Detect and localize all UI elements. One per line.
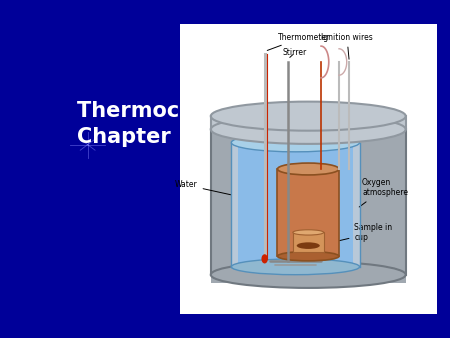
Bar xyxy=(293,233,324,252)
Bar xyxy=(278,169,339,256)
Text: Oxygen
atmosphere: Oxygen atmosphere xyxy=(359,178,408,207)
Ellipse shape xyxy=(231,259,360,275)
Text: Thermochemistry Unit
Chapter 17: Thermochemistry Unit Chapter 17 xyxy=(77,101,340,147)
Ellipse shape xyxy=(211,262,406,288)
Ellipse shape xyxy=(297,242,320,249)
Text: Water: Water xyxy=(175,180,231,195)
Ellipse shape xyxy=(261,254,268,264)
Ellipse shape xyxy=(293,230,324,235)
Bar xyxy=(353,143,360,267)
Bar xyxy=(211,116,406,129)
Bar xyxy=(211,129,406,283)
Bar xyxy=(231,143,238,267)
Ellipse shape xyxy=(278,163,339,175)
Text: Sample in
cup: Sample in cup xyxy=(326,223,392,244)
Ellipse shape xyxy=(211,115,406,144)
Ellipse shape xyxy=(211,102,406,131)
Text: Thermometer: Thermometer xyxy=(267,32,330,50)
Bar xyxy=(231,143,360,267)
Ellipse shape xyxy=(278,251,339,261)
Ellipse shape xyxy=(231,133,360,152)
Text: Stirrer: Stirrer xyxy=(283,48,307,57)
Text: Ignition wires: Ignition wires xyxy=(321,32,373,59)
